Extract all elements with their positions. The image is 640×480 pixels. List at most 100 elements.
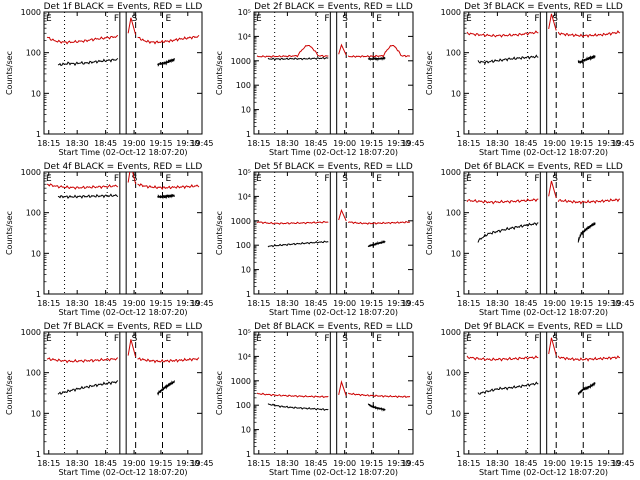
lld-flare-peak [548, 180, 557, 199]
events-series-line [577, 382, 596, 396]
y-tick-label: 100 [26, 209, 41, 218]
event-marker-label: S [342, 334, 348, 344]
event-marker-label: S [132, 334, 138, 344]
plot-frame [253, 11, 414, 135]
x-tick-label: 18:15 [457, 459, 480, 468]
events-series-line [477, 381, 539, 395]
lld-flare-peak [338, 380, 347, 396]
x-tick-label: 19:45 [401, 139, 424, 148]
x-tick-label: 18:45 [94, 299, 117, 308]
lld-series-line [347, 45, 411, 58]
y-tick-label: 100 [236, 241, 251, 250]
x-tick-label: 19:15 [149, 299, 172, 308]
events-series-line [577, 54, 596, 65]
x-tick-label: 18:45 [94, 459, 117, 468]
lld-series-line [46, 34, 119, 45]
event-marker-label: E [466, 14, 472, 24]
x-tick-label: 18:15 [457, 299, 480, 308]
y-tick-label: 1 [246, 130, 251, 139]
x-tick-label: 19:00 [543, 459, 566, 468]
y-axis-label: Counts/sec [215, 211, 224, 255]
x-axis-label: Start Time (02-Oct-12 18:07:20) [479, 468, 608, 477]
y-axis-label: Counts/sec [425, 371, 434, 415]
lld-flare-peak [548, 13, 557, 31]
x-tick-label: 18:45 [514, 139, 537, 148]
event-marker-label: F [324, 174, 329, 184]
x-axis-label: Start Time (02-Oct-12 18:07:20) [269, 148, 398, 157]
event-marker-label: F [534, 14, 539, 24]
y-tick-label: 1 [36, 450, 41, 459]
lld-series-line [137, 357, 200, 364]
y-tick-label: 1 [36, 290, 41, 299]
chart-title: Det 8f BLACK = Events, RED = LLD [254, 322, 413, 332]
y-axis-label: Counts/sec [215, 371, 224, 415]
y-tick-label: 10 [451, 409, 461, 418]
event-marker-label: F [324, 14, 329, 24]
chart-title: Det 4f BLACK = Events, RED = LLD [44, 162, 203, 172]
event-marker-label: E [166, 14, 172, 24]
lld-series-line [466, 30, 539, 38]
x-tick-label: 19:30 [597, 459, 620, 468]
y-tick-label: 10⁵ [238, 8, 251, 17]
x-tick-label: 18:45 [94, 139, 117, 148]
y-tick-label: 10 [451, 89, 461, 98]
x-tick-label: 19:00 [543, 299, 566, 308]
lld-series-line [137, 34, 200, 45]
y-axis-label: Counts/sec [5, 51, 14, 95]
y-tick-label: 1 [246, 290, 251, 299]
lld-flare-peak [127, 339, 137, 358]
event-marker-label: S [552, 14, 558, 24]
y-tick-label: 100 [446, 209, 461, 218]
x-tick-label: 18:45 [304, 139, 327, 148]
x-tick-label: 19:30 [176, 139, 199, 148]
y-tick-label: 100 [236, 401, 251, 410]
events-series-line [267, 240, 329, 248]
event-marker-label: F [114, 174, 119, 184]
event-marker-label: E [586, 334, 592, 344]
event-marker-label: E [166, 334, 172, 344]
y-tick-label: 10⁴ [238, 352, 251, 361]
plot-frame [43, 171, 203, 295]
y-tick-label: 100 [26, 49, 41, 58]
x-tick-label: 19:00 [123, 139, 146, 148]
x-tick-label: 19:45 [611, 139, 634, 148]
x-axis-label: Start Time (02-Oct-12 18:07:20) [269, 468, 398, 477]
x-axis-label: Start Time (02-Oct-12 18:07:20) [479, 148, 608, 157]
y-tick-label: 1 [456, 290, 461, 299]
y-tick-label: 1 [36, 130, 41, 139]
lld-series-line [557, 198, 621, 205]
event-marker-label: E [376, 174, 382, 184]
x-tick-label: 19:15 [360, 459, 383, 468]
plot-frame [463, 11, 624, 135]
x-tick-label: 18:15 [247, 459, 270, 468]
panel-7: Det 7f BLACK = Events, RED = LLD 1 10 100 10… [5, 322, 214, 477]
x-tick-label: 19:45 [190, 299, 213, 308]
x-tick-label: 19:00 [123, 459, 146, 468]
panel-8: Det 8f BLACK = Events, RED = LLD 1 10 100 10… [215, 322, 425, 477]
events-series-line [57, 193, 119, 199]
y-tick-label: 100 [446, 369, 461, 378]
event-marker-label: E [466, 334, 472, 344]
x-tick-label: 19:00 [543, 139, 566, 148]
chart-title: Det 7f BLACK = Events, RED = LLD [44, 322, 203, 332]
x-tick-label: 19:15 [570, 459, 593, 468]
x-tick-label: 18:30 [66, 299, 89, 308]
event-marker-label: S [342, 14, 348, 24]
events-series-line [267, 403, 329, 411]
event-marker-label: E [586, 174, 592, 184]
x-tick-label: 18:45 [514, 299, 537, 308]
y-tick-label: 10 [241, 266, 251, 275]
x-tick-label: 19:15 [570, 299, 593, 308]
lld-series-line [46, 183, 119, 190]
y-tick-label: 10⁵ [238, 328, 251, 337]
panel-1: Det 1f BLACK = Events, RED = LLD 1 10 100 10… [5, 2, 214, 157]
plot-frame [43, 11, 203, 135]
y-tick-label: 10⁵ [238, 168, 251, 177]
lld-series-line [137, 183, 200, 190]
panel-4: Det 4f BLACK = Events, RED = LLD 1 10 100 10… [5, 162, 214, 317]
chart-title: Det 3f BLACK = Events, RED = LLD [464, 2, 623, 12]
events-series-line [367, 56, 386, 62]
x-tick-label: 19:00 [333, 459, 356, 468]
x-axis-label: Start Time (02-Oct-12 18:07:20) [479, 308, 608, 317]
x-tick-label: 19:00 [333, 299, 356, 308]
